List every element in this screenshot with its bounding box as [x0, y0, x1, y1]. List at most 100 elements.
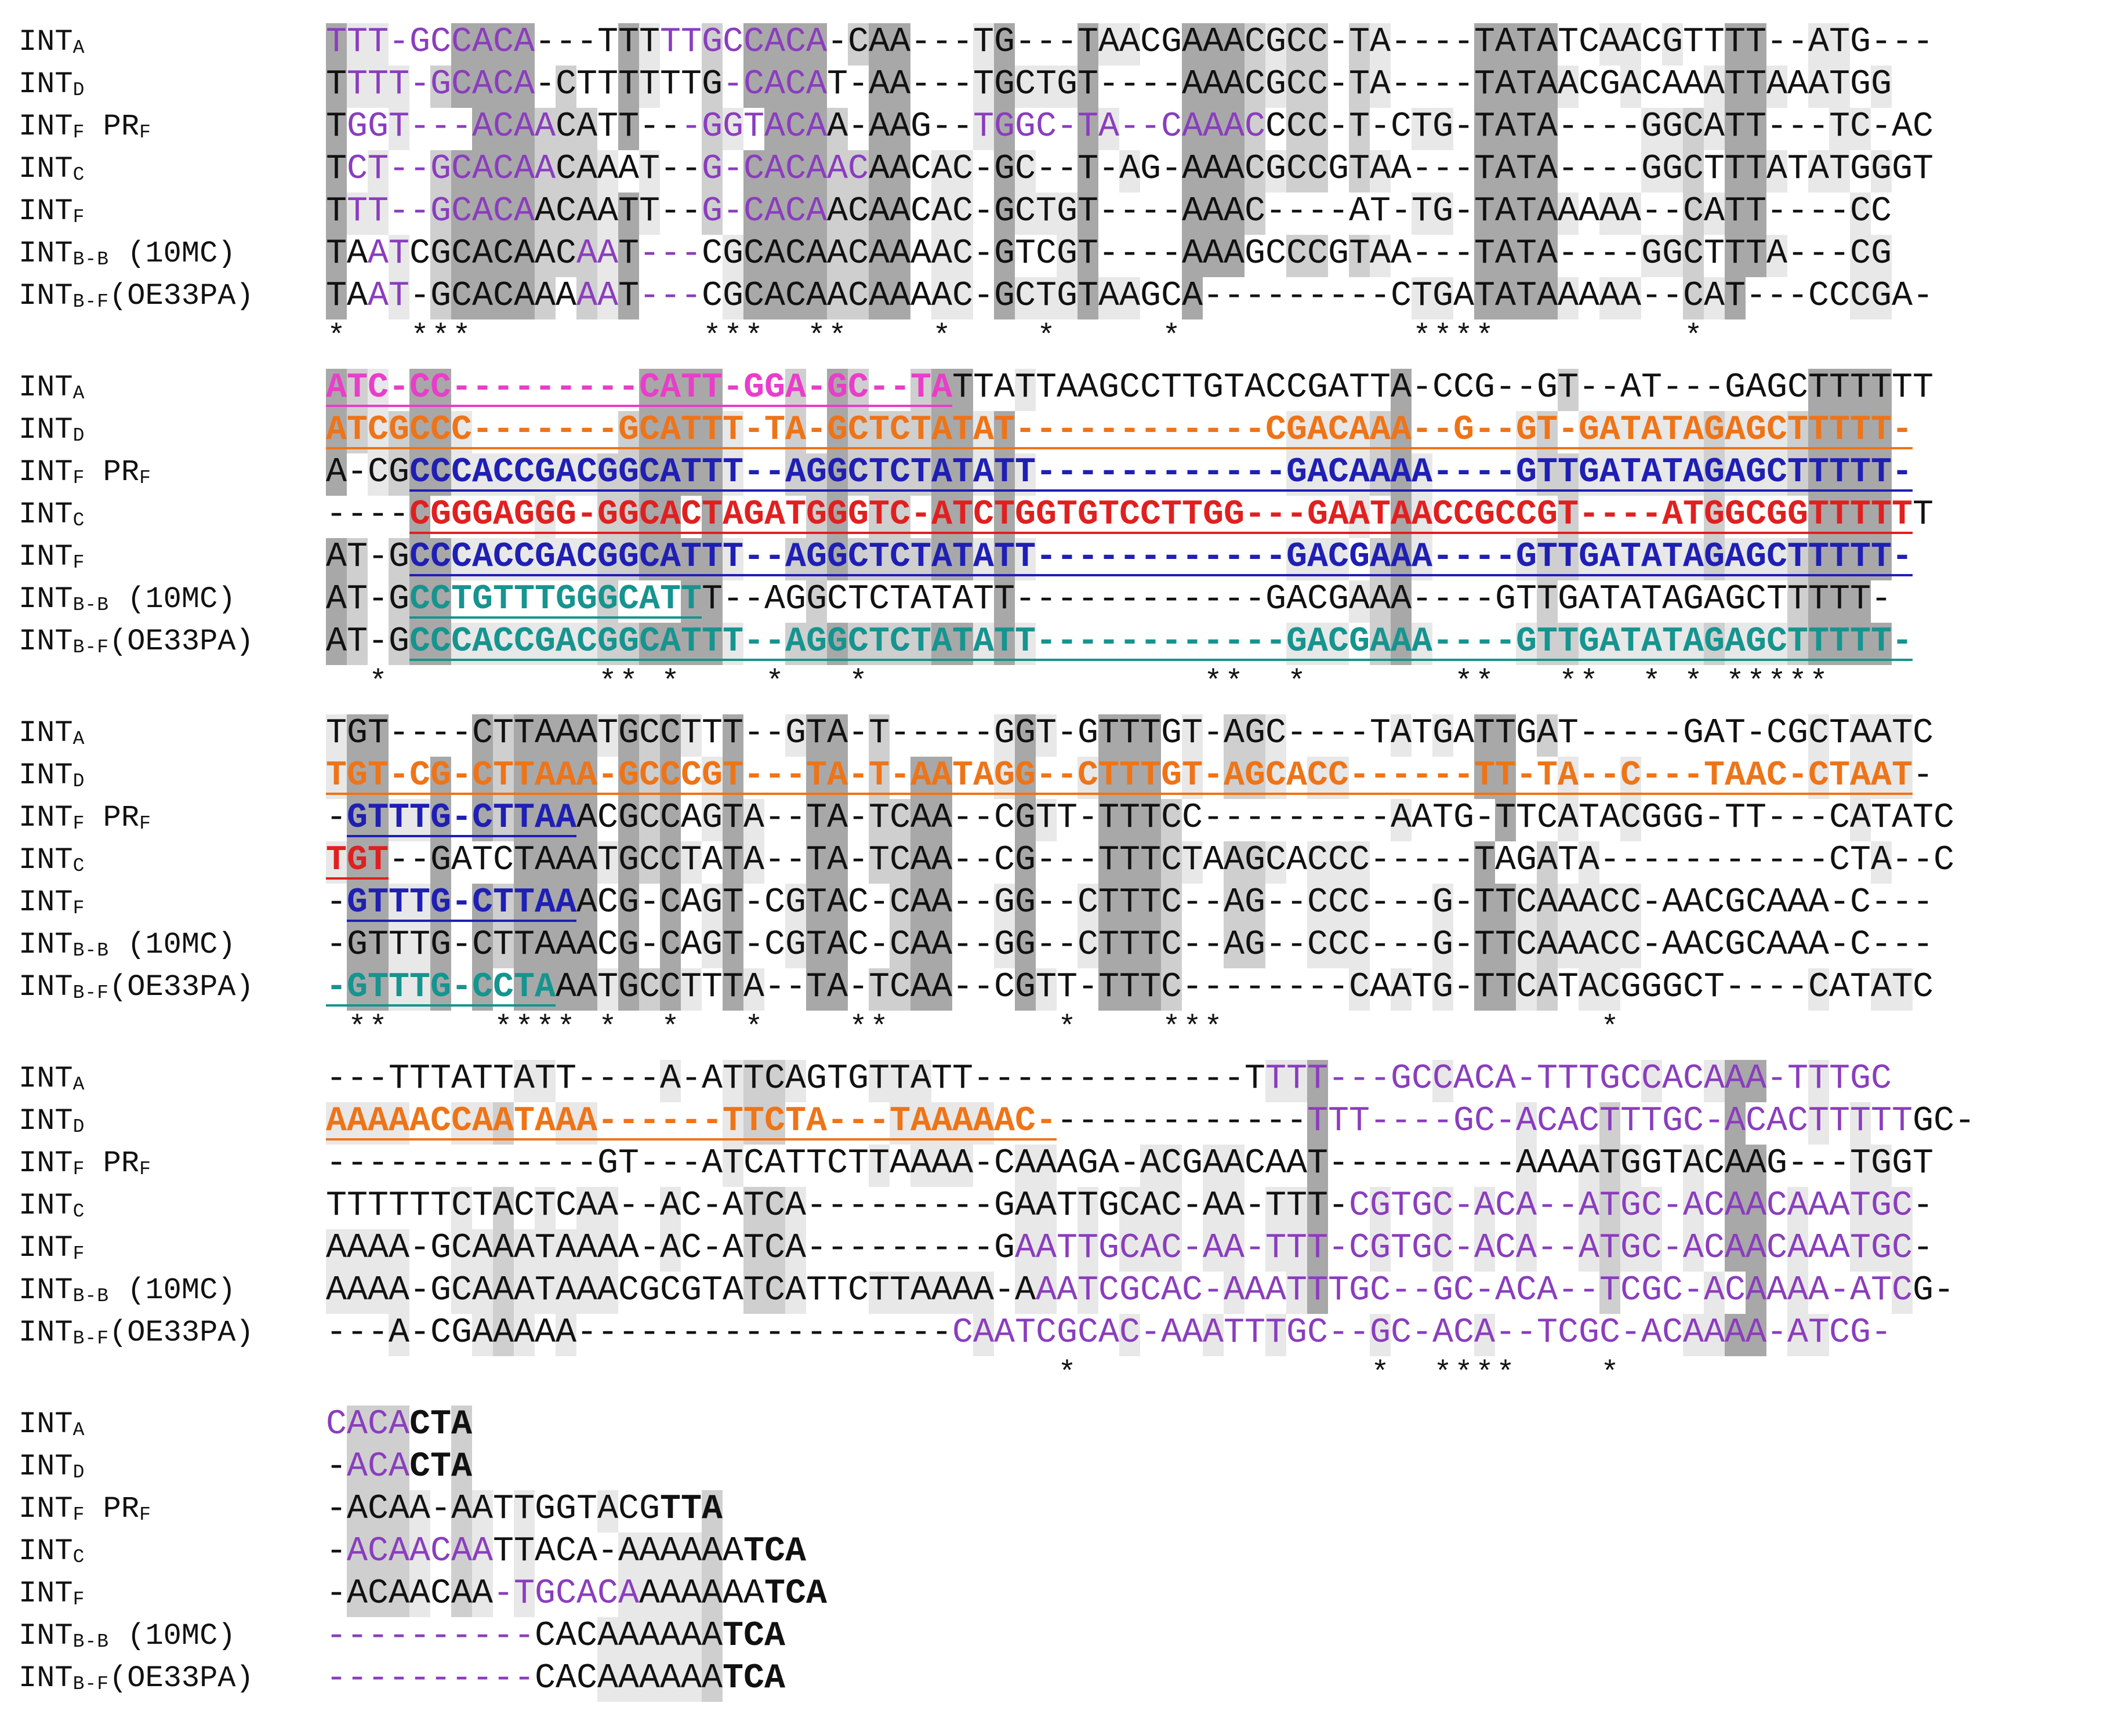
- nucleotide: A: [556, 1659, 577, 1698]
- nucleotide: -: [1683, 841, 1704, 880]
- nucleotide: A: [556, 968, 577, 1007]
- nucleotide: C: [430, 580, 452, 619]
- nucleotide: A: [660, 1574, 681, 1614]
- nucleotide: A: [556, 453, 577, 492]
- nucleotide: -: [1015, 1059, 1036, 1099]
- nucleotide: T: [389, 65, 410, 104]
- nucleotide: -: [430, 1659, 452, 1698]
- nucleotide: -: [1391, 1144, 1412, 1183]
- nucleotide: C: [1850, 277, 1871, 316]
- nucleotide: C: [409, 580, 431, 619]
- consensus-mark: [1599, 670, 1620, 695]
- nucleotide: -: [389, 756, 410, 796]
- nucleotide: C: [1850, 883, 1871, 923]
- nucleotide: A: [347, 1490, 368, 1529]
- nucleotide: -: [451, 1617, 473, 1656]
- nucleotide: -: [556, 1144, 577, 1183]
- nucleotide: T: [1725, 107, 1746, 147]
- consensus-stars: * ** * * * ** * ** ** * * *****: [326, 665, 1829, 699]
- nucleotide: T: [869, 537, 890, 577]
- nucleotide: -: [1224, 968, 1245, 1007]
- nucleotide: A: [1558, 756, 1579, 796]
- nucleotide: -: [1391, 1102, 1412, 1141]
- nucleotide: C: [1683, 107, 1704, 147]
- nucleotide: A: [597, 277, 619, 316]
- consensus-mark: [1245, 324, 1265, 350]
- consensus-mark: [681, 1015, 702, 1041]
- nucleotide: G: [618, 883, 640, 923]
- nucleotide: A: [1245, 368, 1266, 408]
- nucleotide: A: [806, 192, 828, 231]
- nucleotide: A: [389, 1532, 410, 1571]
- nucleotide: G: [994, 1186, 1015, 1226]
- nucleotide: -: [1245, 1186, 1266, 1226]
- sequence-label: INTF: [19, 1229, 85, 1268]
- nucleotide: -: [952, 107, 974, 147]
- sequence-label: INTA: [19, 1405, 85, 1444]
- nucleotide: -: [1098, 1102, 1120, 1141]
- sequence-row: ----------CACAAAAAATCA: [326, 1617, 785, 1655]
- nucleotide: C: [1766, 1229, 1788, 1268]
- sequence-label: INTF: [19, 538, 85, 576]
- nucleotide: G: [1245, 883, 1266, 923]
- consensus-mark: [639, 670, 660, 695]
- consensus-mark: *: [1204, 665, 1222, 699]
- nucleotide: C: [618, 1271, 640, 1310]
- nucleotide: -: [869, 883, 890, 923]
- nucleotide: -: [347, 1313, 368, 1353]
- nucleotide: T: [1328, 1102, 1349, 1141]
- nucleotide: -: [1140, 537, 1162, 577]
- nucleotide: T: [1119, 714, 1141, 753]
- nucleotide: T: [1098, 714, 1120, 753]
- nucleotide: T: [806, 841, 828, 880]
- nucleotide: T: [1516, 192, 1537, 231]
- nucleotide: -: [952, 714, 974, 753]
- nucleotide: T: [1036, 714, 1057, 753]
- nucleotide: G: [1766, 495, 1788, 535]
- nucleotide: A: [1370, 23, 1391, 62]
- nucleotide: T: [1391, 1186, 1412, 1226]
- nucleotide: -: [1140, 65, 1162, 104]
- sequence-label: INTD: [19, 1102, 85, 1141]
- nucleotide: -: [556, 411, 577, 450]
- nucleotide: T: [618, 65, 640, 104]
- nucleotide: A: [806, 277, 828, 316]
- motif-underline: [409, 616, 702, 619]
- consensus-mark: [1662, 324, 1683, 350]
- nucleotide: -: [597, 1313, 619, 1353]
- nucleotide: T: [660, 580, 681, 619]
- nucleotide: -: [952, 23, 974, 62]
- nucleotide: C: [639, 756, 661, 796]
- nucleotide: -: [1057, 23, 1078, 62]
- nucleotide: A: [1662, 580, 1684, 619]
- nucleotide: A: [368, 1229, 389, 1268]
- nucleotide: C: [1704, 1144, 1725, 1183]
- nucleotide: -: [869, 368, 890, 408]
- consensus-mark: [1161, 670, 1182, 695]
- nucleotide: -: [848, 714, 869, 753]
- nucleotide: T: [1808, 580, 1830, 619]
- nucleotide: -: [389, 1144, 410, 1183]
- nucleotide: -: [973, 798, 995, 838]
- nucleotide: -: [1098, 65, 1120, 104]
- nucleotide: A: [827, 756, 848, 796]
- nucleotide: C: [1495, 495, 1517, 535]
- nucleotide: A: [1599, 277, 1621, 316]
- sequence-row: -GTTTG-CTTAAACG-CAGT-CGTAC-CAA--GG--CTTT…: [326, 884, 1933, 922]
- nucleotide: G: [806, 1059, 828, 1099]
- nucleotide: C: [1558, 1313, 1579, 1353]
- nucleotide: A: [827, 883, 848, 923]
- nucleotide: -: [1683, 1271, 1704, 1310]
- consensus-mark: *: [661, 665, 680, 699]
- nucleotide: -: [1453, 622, 1475, 662]
- nucleotide: -: [1453, 841, 1475, 880]
- nucleotide: A: [931, 756, 953, 796]
- nucleotide: A: [1641, 453, 1663, 492]
- consensus-mark: [556, 670, 576, 695]
- nucleotide: C: [1579, 65, 1600, 104]
- nucleotide: -: [973, 1229, 995, 1268]
- consensus-mark: [472, 324, 493, 350]
- nucleotide: -: [514, 1617, 535, 1656]
- nucleotide: A: [1599, 537, 1621, 577]
- nucleotide: C: [430, 453, 452, 492]
